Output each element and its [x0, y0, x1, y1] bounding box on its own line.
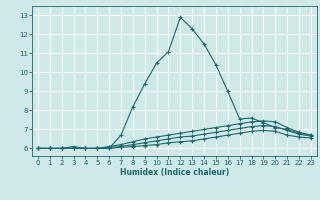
X-axis label: Humidex (Indice chaleur): Humidex (Indice chaleur) [120, 168, 229, 177]
